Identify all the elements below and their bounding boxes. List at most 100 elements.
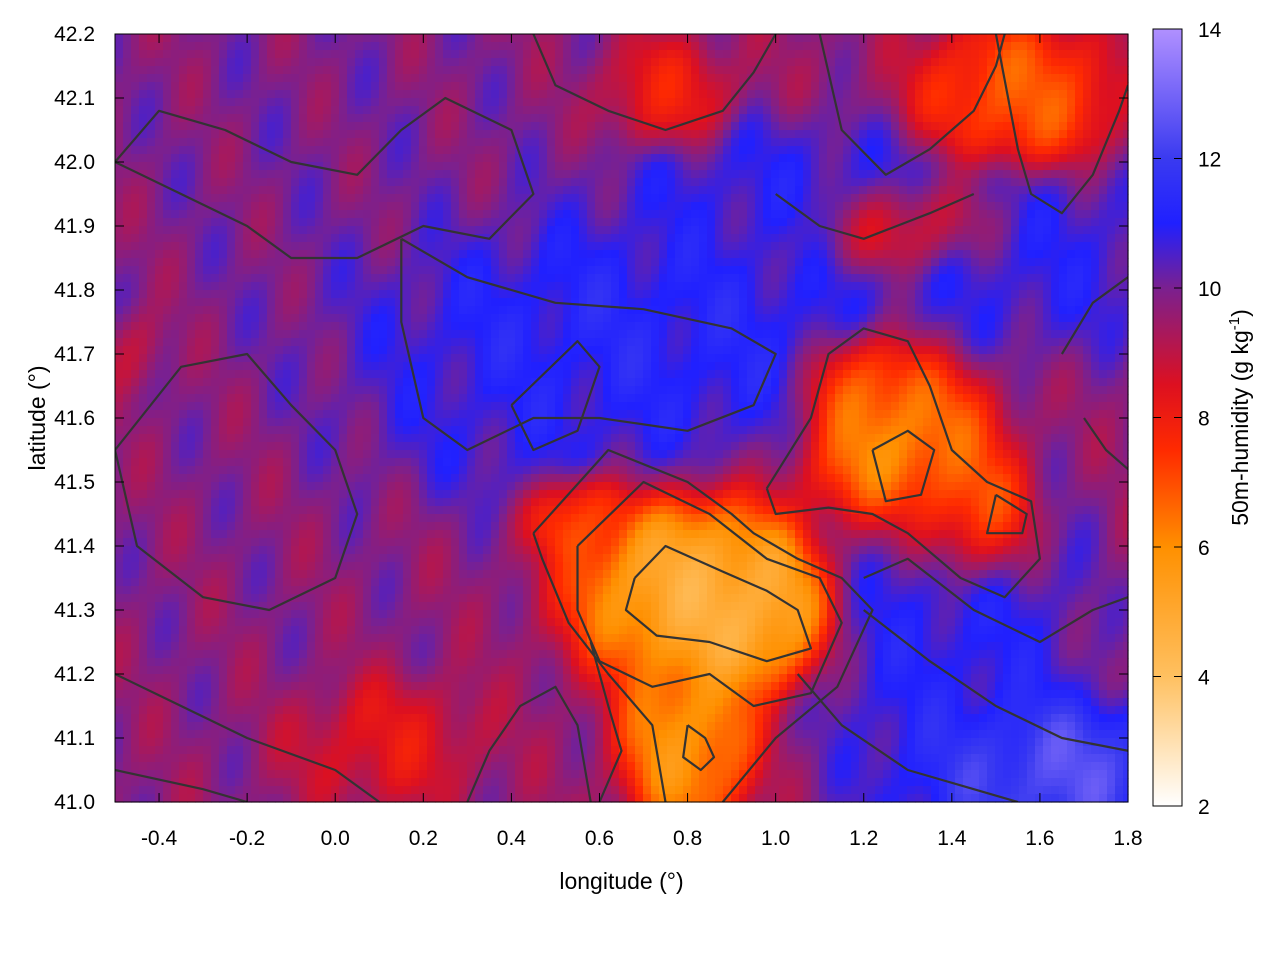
heat-cell <box>979 106 988 115</box>
heat-cell <box>787 122 796 131</box>
heat-cell <box>683 58 692 67</box>
heat-cell <box>251 90 260 99</box>
heat-cell <box>579 242 588 251</box>
heat-cell <box>787 226 796 235</box>
heat-cell <box>1019 258 1028 267</box>
heat-cell <box>779 338 788 347</box>
heat-cell <box>139 138 148 147</box>
heat-cell <box>963 210 972 219</box>
heat-cell <box>299 98 308 107</box>
heat-cell <box>275 298 284 307</box>
heat-cell <box>555 226 564 235</box>
heat-cell <box>883 322 892 331</box>
heat-cell <box>339 34 348 43</box>
heat-cell <box>443 130 452 139</box>
heat-cell <box>899 74 908 83</box>
heat-cell <box>931 226 940 235</box>
heat-cell <box>219 258 228 267</box>
heat-cell <box>299 50 308 59</box>
heat-cell <box>531 298 540 307</box>
heat-cell <box>115 290 124 299</box>
heat-cell <box>251 338 260 347</box>
heat-cell <box>435 266 444 275</box>
heat-cell <box>1003 330 1012 339</box>
heat-cell <box>139 290 148 299</box>
heat-cell <box>739 266 748 275</box>
heat-cell <box>899 106 908 115</box>
heat-cell <box>187 202 196 211</box>
heat-cell <box>707 178 716 187</box>
heat-cell <box>787 106 796 115</box>
heat-cell <box>571 154 580 163</box>
heat-cell <box>795 282 804 291</box>
heat-cell <box>827 114 836 123</box>
heat-cell <box>763 266 772 275</box>
heat-cell <box>731 50 740 59</box>
heat-cell <box>763 306 772 315</box>
heat-cell <box>539 266 548 275</box>
heat-cell <box>419 90 428 99</box>
heat-cell <box>299 274 308 283</box>
heat-cell <box>1059 290 1068 299</box>
heat-cell <box>547 34 556 43</box>
heat-cell <box>715 146 724 155</box>
heat-cell <box>499 82 508 91</box>
heat-cell <box>331 282 340 291</box>
heat-cell <box>451 114 460 123</box>
heat-cell <box>579 194 588 203</box>
heat-cell <box>619 314 628 323</box>
heat-cell <box>827 258 836 267</box>
heat-cell <box>803 314 812 323</box>
heat-cell <box>987 322 996 331</box>
heat-cell <box>331 202 340 211</box>
heat-cell <box>123 298 132 307</box>
heat-cell <box>163 250 172 259</box>
heat-cell <box>243 146 252 155</box>
heat-cell <box>1107 322 1116 331</box>
heat-cell <box>347 66 356 75</box>
heat-cell <box>1011 314 1020 323</box>
heat-cell <box>499 250 508 259</box>
heat-cell <box>579 210 588 219</box>
heat-cell <box>491 98 500 107</box>
heat-cell <box>667 282 676 291</box>
heat-cell <box>587 274 596 283</box>
heat-cell <box>323 58 332 67</box>
heat-cell <box>299 266 308 275</box>
heat-cell <box>619 122 628 131</box>
heat-cell <box>539 322 548 331</box>
heat-cell <box>531 98 540 107</box>
heat-cell <box>307 234 316 243</box>
heat-cell <box>899 90 908 99</box>
heat-cell <box>851 98 860 107</box>
heat-cell <box>747 250 756 259</box>
heat-cell <box>731 226 740 235</box>
heat-cell <box>739 50 748 59</box>
heat-cell <box>755 178 764 187</box>
heat-cell <box>363 146 372 155</box>
heat-cell <box>267 50 276 59</box>
heat-cell <box>499 34 508 43</box>
heat-cell <box>243 210 252 219</box>
heat-cell <box>1019 122 1028 131</box>
heat-cell <box>995 314 1004 323</box>
heat-cell <box>987 98 996 107</box>
heat-cell <box>691 66 700 75</box>
heat-cell <box>427 186 436 195</box>
heat-cell <box>707 330 716 339</box>
heat-cell <box>1011 74 1020 83</box>
heat-cell <box>683 202 692 211</box>
heat-cell <box>811 298 820 307</box>
heat-cell <box>363 194 372 203</box>
heat-cell <box>659 98 668 107</box>
heat-cell <box>235 186 244 195</box>
heat-cell <box>1059 306 1068 315</box>
heat-cell <box>1027 58 1036 67</box>
heat-cell <box>403 146 412 155</box>
heat-cell <box>955 322 964 331</box>
heat-cell <box>1075 42 1084 51</box>
heat-cell <box>1059 234 1068 243</box>
heat-cell <box>403 250 412 259</box>
heat-cell <box>131 274 140 283</box>
heat-cell <box>1003 250 1012 259</box>
